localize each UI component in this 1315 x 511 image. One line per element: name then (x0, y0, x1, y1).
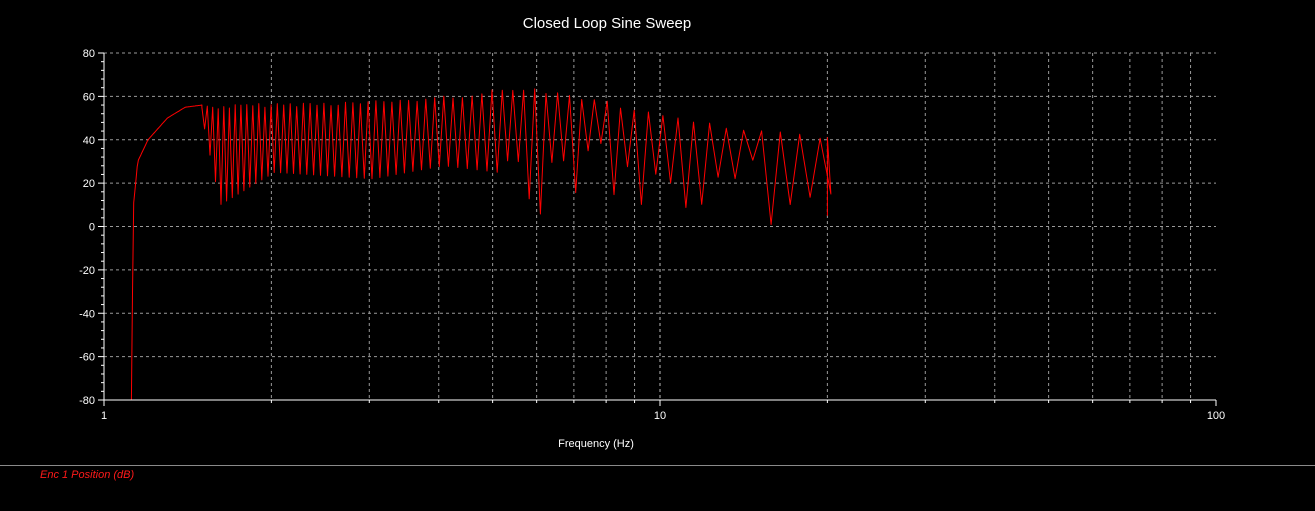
legend-divider (0, 465, 1315, 466)
x-tick-labels: 1 10 100 (101, 410, 1225, 422)
y-tick-label: 80 (83, 48, 95, 60)
y-tick-label: 0 (89, 222, 95, 234)
x-tick-label: 100 (1207, 410, 1225, 422)
x-axis-label: Frequency (Hz) (558, 438, 634, 450)
series-line-enc-1-position (130, 88, 832, 401)
x-tick-label: 1 (101, 410, 107, 422)
grid (104, 52, 1216, 400)
sine-sweep-chart: Closed Loop Sine Sweep 80 60 40 20 0 -20 -40 -6… (79, 15, 1225, 450)
y-tick-label: -80 (79, 395, 95, 407)
y-tick-label: 40 (83, 135, 95, 147)
y-tick-label: 20 (83, 178, 95, 190)
axes (98, 52, 1217, 406)
legend-entry-enc-1-position: Enc 1 Position (dB) (40, 469, 135, 481)
y-tick-label: -60 (79, 352, 95, 364)
y-tick-label: -20 (79, 265, 95, 277)
y-tick-label: 60 (83, 91, 95, 103)
chart-title: Closed Loop Sine Sweep (523, 15, 691, 32)
series-path (130, 88, 832, 401)
y-tick-labels: 80 60 40 20 0 -20 -40 -60 -80 (79, 48, 95, 407)
y-tick-label: -40 (79, 308, 95, 320)
x-tick-label: 10 (654, 410, 666, 422)
